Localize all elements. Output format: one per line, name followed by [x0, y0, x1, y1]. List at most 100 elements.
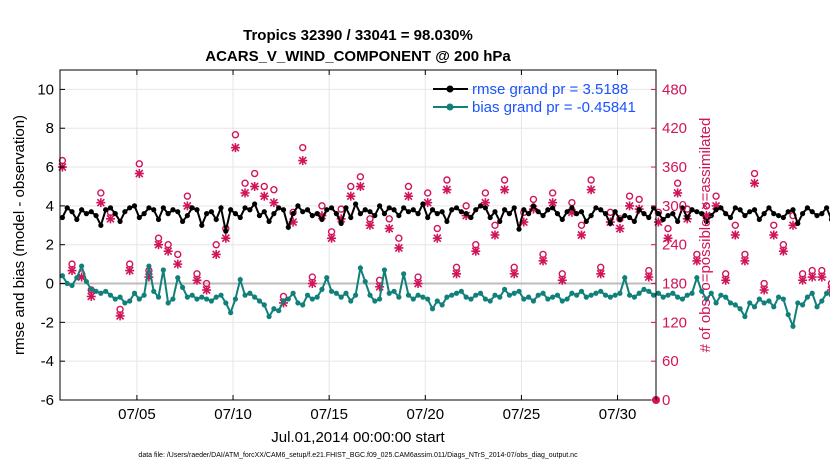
obs-assimilated-marker: [740, 256, 750, 266]
bias-point: [564, 296, 570, 302]
obs-possible-marker: [250, 169, 259, 178]
bias-point: [208, 298, 215, 304]
bias-point: [511, 290, 517, 296]
bias-point: [775, 294, 782, 300]
x-tick-label: 07/20: [407, 406, 445, 423]
obs-assimilated-marker: [807, 272, 817, 282]
rmse-point: [511, 205, 517, 211]
bias-point: [343, 290, 349, 296]
rmse-point: [328, 205, 335, 211]
bias-point: [602, 292, 609, 298]
bias-point: [280, 298, 287, 304]
rmse-point: [747, 209, 753, 215]
y2-tick-label: 0: [662, 392, 670, 409]
obs-possible-marker: [702, 202, 711, 210]
y-tick-label: -4: [41, 353, 54, 370]
bias-point: [69, 282, 75, 289]
bias-point: [112, 296, 118, 302]
rmse-point: [799, 211, 806, 217]
bias-point: [497, 294, 503, 300]
x-tick-label: 07/30: [599, 406, 637, 423]
rmse-point: [304, 207, 311, 213]
rmse-point: [617, 216, 623, 223]
y-axis-label: rmse and bias (model - observation): [11, 115, 28, 355]
rmse-point: [458, 209, 464, 215]
bias-point: [237, 277, 243, 283]
bias-point: [679, 296, 686, 302]
plot-frame: [59, 69, 657, 401]
obs-assimilated-marker: [403, 191, 413, 201]
rmse-point: [612, 209, 618, 215]
y2-tick-label: 180: [662, 276, 687, 293]
bias-point: [473, 292, 479, 298]
bias-point: [391, 288, 397, 294]
bias-point: [559, 298, 565, 304]
rmse-point: [93, 212, 99, 219]
rmse-point: [175, 209, 181, 215]
rmse-point: [74, 216, 80, 223]
bias-point: [626, 292, 633, 298]
rmse-point: [703, 218, 710, 225]
rmse-point: [737, 207, 743, 213]
bias-point: [247, 290, 253, 296]
y-axis-ticks: -6 -4 -2 0 2 4 6 8 10: [37, 81, 65, 409]
rmse-point: [252, 201, 258, 207]
bias-point: [88, 286, 94, 292]
rmse-point: [824, 205, 830, 211]
rmse-point: [232, 211, 239, 217]
rmse-point: [718, 205, 724, 211]
bias-point: [396, 294, 402, 300]
rmse-point: [98, 222, 104, 228]
bias-point: [83, 278, 90, 285]
rmse-point: [453, 205, 460, 211]
bias-point: [458, 288, 464, 294]
rmse-point: [405, 209, 412, 215]
obs-possible-marker: [423, 189, 432, 197]
y-tick-label: 8: [46, 120, 54, 137]
rmse-point: [266, 218, 272, 225]
data-file-footnote: data file: /Users/raeder/DAI/ATM_forcXX/…: [138, 452, 578, 459]
bias-point: [160, 267, 166, 273]
obs-assimilated-marker: [644, 272, 654, 282]
rmse-point: [203, 211, 210, 217]
rmse-point: [83, 211, 90, 217]
rmse-point: [631, 218, 637, 225]
rmse-point: [487, 214, 493, 221]
obs-possible-marker: [481, 189, 490, 197]
obs-assimilated-marker: [413, 279, 423, 289]
legend-rmse-label: rmse grand pr = 3.5188: [472, 81, 628, 98]
bias-point: [535, 292, 541, 298]
rmse-point: [660, 216, 666, 223]
rmse-point: [136, 214, 142, 221]
obs-assimilated-marker: [778, 246, 788, 256]
bias-point: [660, 294, 666, 300]
obs-assimilated-marker: [586, 185, 596, 195]
rmse-point: [300, 209, 306, 215]
bias-point: [256, 298, 263, 304]
bias-point: [218, 292, 224, 298]
bias-point: [761, 300, 767, 306]
y2-tick-label: 120: [662, 314, 687, 331]
bias-point: [141, 292, 147, 298]
obs-possible-marker: [299, 143, 307, 152]
bias-point: [727, 300, 734, 306]
bias-point: [223, 300, 229, 306]
obs-assimilated-marker: [355, 181, 365, 191]
y-tick-label: 0: [46, 276, 54, 293]
obs-assimilated-marker: [269, 198, 279, 208]
bias-point: [333, 290, 339, 296]
bias-point: [780, 296, 786, 302]
rmse-point: [506, 211, 513, 217]
obs-possible-marker: [433, 224, 442, 233]
rmse-point: [473, 207, 479, 213]
rmse-point: [761, 211, 767, 217]
rmse-point: [550, 205, 556, 211]
rmse-point: [675, 218, 681, 225]
bias-point: [694, 275, 700, 281]
rmse-point: [194, 207, 200, 213]
bias-point: [405, 292, 412, 298]
bias-point: [487, 298, 493, 304]
bias-point: [324, 275, 330, 281]
x-tick-label: 07/10: [214, 406, 252, 423]
x-axis-ticks: 07/05 07/10 07/15 07/20 07/25 07/30: [118, 70, 636, 423]
